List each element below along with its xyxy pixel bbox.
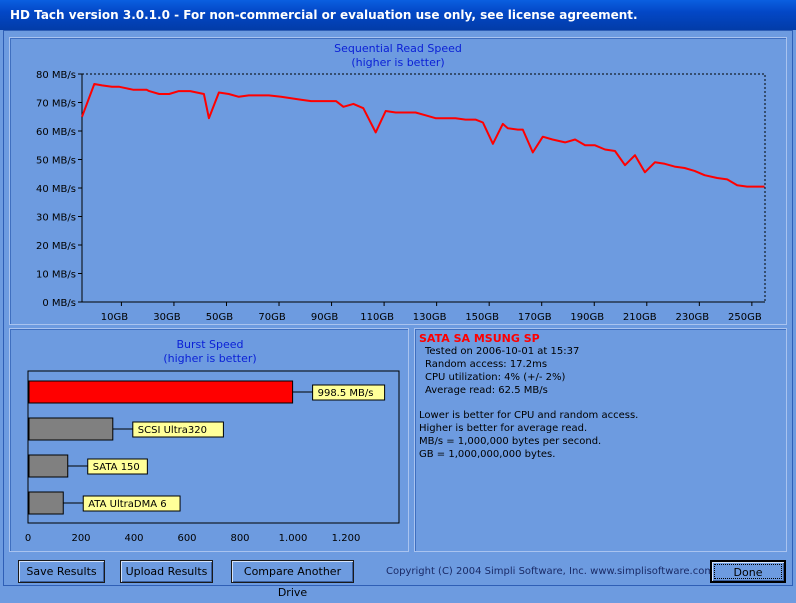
- cpu-utilization: CPU utilization: 4% (+/- 2%): [425, 372, 566, 383]
- burst-speed-panel: [9, 328, 409, 552]
- sequential-read-panel: [9, 37, 787, 325]
- drive-name: SATA SA MSUNG SP: [419, 332, 540, 345]
- note-mbs: MB/s = 1,000,000 bytes per second.: [419, 436, 602, 447]
- burst-chart-subtitle: (higher is better): [163, 352, 257, 365]
- note-gb: GB = 1,000,000,000 bytes.: [419, 449, 556, 460]
- note-average: Higher is better for average read.: [419, 423, 588, 434]
- upload-results-button[interactable]: Upload Results: [120, 560, 213, 583]
- compare-another-drive-button[interactable]: Compare Another Drive: [231, 560, 354, 599]
- sequential-chart-subtitle: (higher is better): [351, 56, 445, 69]
- drive-info-panel: [414, 328, 787, 552]
- sequential-chart-title: Sequential Read Speed: [334, 42, 462, 55]
- copyright-text: Copyright (C) 2004 Simpli Software, Inc.…: [386, 566, 715, 577]
- random-access: Random access: 17.2ms: [425, 359, 548, 370]
- average-read: Average read: 62.5 MB/s: [425, 385, 548, 396]
- window-title: HD Tach version 3.0.1.0 - For non-commer…: [0, 0, 796, 30]
- done-button[interactable]: Done: [710, 560, 786, 583]
- tested-on: Tested on 2006-10-01 at 15:37: [425, 346, 580, 357]
- burst-chart-title: Burst Speed: [176, 338, 244, 351]
- save-results-button[interactable]: Save Results: [18, 560, 105, 583]
- note-cpu: Lower is better for CPU and random acces…: [419, 410, 639, 421]
